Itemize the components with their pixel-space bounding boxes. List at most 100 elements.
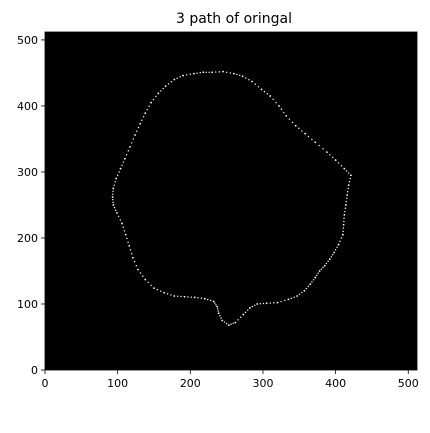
path-point-interp	[120, 219, 121, 220]
path-point-interp	[342, 231, 343, 232]
path-point-interp	[341, 237, 342, 238]
path-point-interp	[273, 302, 274, 303]
path-point-interp	[311, 281, 312, 282]
x-tick-label: 0	[42, 377, 49, 390]
path-point	[242, 75, 244, 77]
path-point-interp	[298, 128, 299, 129]
path-point-interp	[126, 154, 127, 155]
path-point	[218, 312, 220, 314]
path-point-interp	[171, 81, 172, 82]
path-point-interp	[200, 72, 201, 73]
path-point-interp	[157, 289, 158, 290]
path-point-interp	[112, 193, 113, 194]
y-tick-label: 100	[17, 298, 38, 311]
path-point-interp	[167, 293, 168, 294]
path-point-interp	[214, 302, 215, 303]
path-point-interp	[252, 306, 253, 307]
path-point	[350, 174, 352, 176]
path-point	[338, 244, 340, 246]
y-axis: 0 100 200 300 400 500	[17, 34, 45, 377]
path-point-interp	[329, 154, 330, 155]
path-point-interp	[117, 175, 118, 176]
path-point-interp	[283, 112, 284, 113]
path-point-interp	[292, 122, 293, 123]
path-point-interp	[134, 261, 135, 262]
path-point-interp	[349, 181, 350, 182]
path-point-interp	[112, 199, 113, 200]
path-point	[285, 115, 287, 117]
path-point-interp	[118, 216, 119, 217]
path-point-interp	[239, 75, 240, 76]
path-point	[173, 295, 175, 297]
path-point-interp	[272, 99, 273, 100]
path-point-interp	[311, 139, 312, 140]
path-point-interp	[267, 93, 268, 94]
path-point-interp	[316, 275, 317, 276]
path-point-interp	[124, 230, 125, 231]
path-point-interp	[177, 296, 178, 297]
path-point	[184, 296, 186, 298]
path-point-interp	[215, 304, 216, 305]
path-point-interp	[313, 279, 314, 280]
path-point-interp	[349, 178, 350, 179]
path-point-interp	[322, 267, 323, 268]
path-point-interp	[343, 221, 344, 222]
path-point-interp	[299, 294, 300, 295]
path-point-interp	[138, 127, 139, 128]
path-point	[134, 134, 136, 136]
path-point-interp	[219, 71, 220, 72]
path-point-interp	[291, 298, 292, 299]
path-point-interp	[338, 162, 339, 163]
x-tick-label: 500	[398, 377, 419, 390]
path-point-interp	[187, 296, 188, 297]
path-point-interp	[348, 188, 349, 189]
path-point-interp	[255, 83, 256, 84]
path-point	[221, 320, 223, 322]
path-point-interp	[230, 72, 231, 73]
path-point	[343, 168, 345, 170]
path-point-interp	[220, 317, 221, 318]
path-point-interp	[180, 296, 181, 297]
path-point	[204, 298, 206, 300]
path-point-interp	[327, 261, 328, 262]
path-point-interp	[112, 191, 113, 192]
path-point-interp	[114, 184, 115, 185]
path-point-interp	[318, 145, 319, 146]
path-point-interp	[123, 226, 124, 227]
path-point	[222, 71, 224, 73]
path-point-interp	[263, 303, 264, 304]
y-tick-label: 400	[17, 100, 38, 113]
path-point-interp	[321, 269, 322, 270]
path-point	[277, 302, 279, 304]
path-point	[120, 168, 122, 170]
path-point-interp	[130, 249, 131, 250]
path-point-interp	[347, 191, 348, 192]
path-point	[269, 95, 271, 97]
y-tick-label: 200	[17, 232, 38, 245]
path-point-interp	[143, 116, 144, 117]
path-point	[194, 296, 196, 298]
path-point-interp	[245, 312, 246, 313]
path-point-interp	[196, 72, 197, 73]
path-point-interp	[150, 285, 151, 286]
y-tick-label: 300	[17, 166, 38, 179]
path-point	[216, 306, 218, 308]
path-point	[249, 307, 251, 309]
path-point-interp	[226, 72, 227, 73]
x-tick-label: 200	[180, 377, 201, 390]
path-point	[153, 287, 155, 289]
path-point	[139, 123, 141, 125]
path-point	[251, 81, 253, 83]
path-point-interp	[345, 208, 346, 209]
path-point-interp	[191, 296, 192, 297]
path-point-interp	[343, 227, 344, 228]
path-point-interp	[112, 202, 113, 203]
path-point-interp	[336, 247, 337, 248]
path-point-interp	[339, 241, 340, 242]
path-point	[288, 298, 290, 300]
y-tick-label: 0	[31, 364, 38, 377]
path-point	[112, 204, 114, 206]
path-point-interp	[126, 238, 127, 239]
path-point-interp	[258, 86, 259, 87]
path-point	[329, 258, 331, 260]
